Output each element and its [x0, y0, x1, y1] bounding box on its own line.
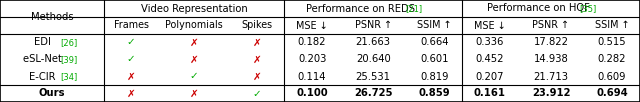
Text: ✗: ✗ — [253, 38, 261, 48]
Text: 0.336: 0.336 — [476, 38, 504, 48]
Text: SSIM ↑: SSIM ↑ — [417, 21, 451, 30]
Text: 0.203: 0.203 — [298, 54, 326, 64]
Text: [39]: [39] — [60, 55, 77, 64]
Text: ✓: ✓ — [253, 89, 261, 99]
Text: EDI: EDI — [34, 38, 54, 48]
Text: ✓: ✓ — [189, 72, 198, 81]
Text: MSE ↓: MSE ↓ — [474, 21, 506, 30]
Text: ✗: ✗ — [189, 38, 198, 48]
Text: eSL-Net: eSL-Net — [22, 54, 65, 64]
Text: 25.531: 25.531 — [356, 72, 390, 81]
Text: SSIM ↑: SSIM ↑ — [595, 21, 629, 30]
Text: PSNR ↑: PSNR ↑ — [532, 21, 570, 30]
Text: ✗: ✗ — [189, 89, 198, 99]
Text: 0.694: 0.694 — [596, 89, 628, 99]
Text: E-CIR: E-CIR — [29, 72, 58, 81]
Text: 26.725: 26.725 — [354, 89, 392, 99]
Text: 0.114: 0.114 — [298, 72, 326, 81]
Text: 0.859: 0.859 — [419, 89, 450, 99]
Text: 0.161: 0.161 — [474, 89, 506, 99]
Text: 0.282: 0.282 — [598, 54, 627, 64]
Text: 17.822: 17.822 — [534, 38, 568, 48]
Text: 21.713: 21.713 — [534, 72, 568, 81]
Text: 23.912: 23.912 — [532, 89, 570, 99]
Text: ✓: ✓ — [127, 54, 136, 64]
Text: 0.515: 0.515 — [598, 38, 627, 48]
Text: ✓: ✓ — [127, 38, 136, 48]
Text: Spikes: Spikes — [241, 21, 273, 30]
Text: ✗: ✗ — [253, 54, 261, 64]
Text: 0.819: 0.819 — [420, 72, 449, 81]
Text: 21.663: 21.663 — [356, 38, 390, 48]
Text: Ours: Ours — [39, 89, 65, 99]
Text: 0.609: 0.609 — [598, 72, 627, 81]
Text: ✗: ✗ — [127, 89, 136, 99]
Text: ✗: ✗ — [189, 54, 198, 64]
Text: 20.640: 20.640 — [356, 54, 390, 64]
Text: 0.182: 0.182 — [298, 38, 326, 48]
Text: Frames: Frames — [114, 21, 148, 30]
Text: Video Representation: Video Representation — [141, 3, 248, 13]
Text: 14.938: 14.938 — [534, 54, 568, 64]
Text: 0.452: 0.452 — [476, 54, 504, 64]
Text: MSE ↓: MSE ↓ — [296, 21, 328, 30]
Text: 0.664: 0.664 — [420, 38, 449, 48]
Text: 0.601: 0.601 — [420, 54, 449, 64]
Text: 0.207: 0.207 — [476, 72, 504, 81]
Text: PSNR ↑: PSNR ↑ — [355, 21, 392, 30]
Text: Methods: Methods — [31, 12, 74, 22]
Text: [26]: [26] — [60, 38, 77, 47]
Text: ✗: ✗ — [127, 72, 136, 81]
Text: Performance on HQF: Performance on HQF — [486, 3, 593, 13]
Text: [21]: [21] — [405, 4, 422, 13]
Text: [34]: [34] — [60, 72, 77, 81]
Text: 0.100: 0.100 — [296, 89, 328, 99]
Text: Polynomials: Polynomials — [165, 21, 223, 30]
Text: [35]: [35] — [579, 4, 596, 13]
Text: ✗: ✗ — [253, 72, 261, 81]
Text: Performance on REDS: Performance on REDS — [305, 3, 418, 13]
